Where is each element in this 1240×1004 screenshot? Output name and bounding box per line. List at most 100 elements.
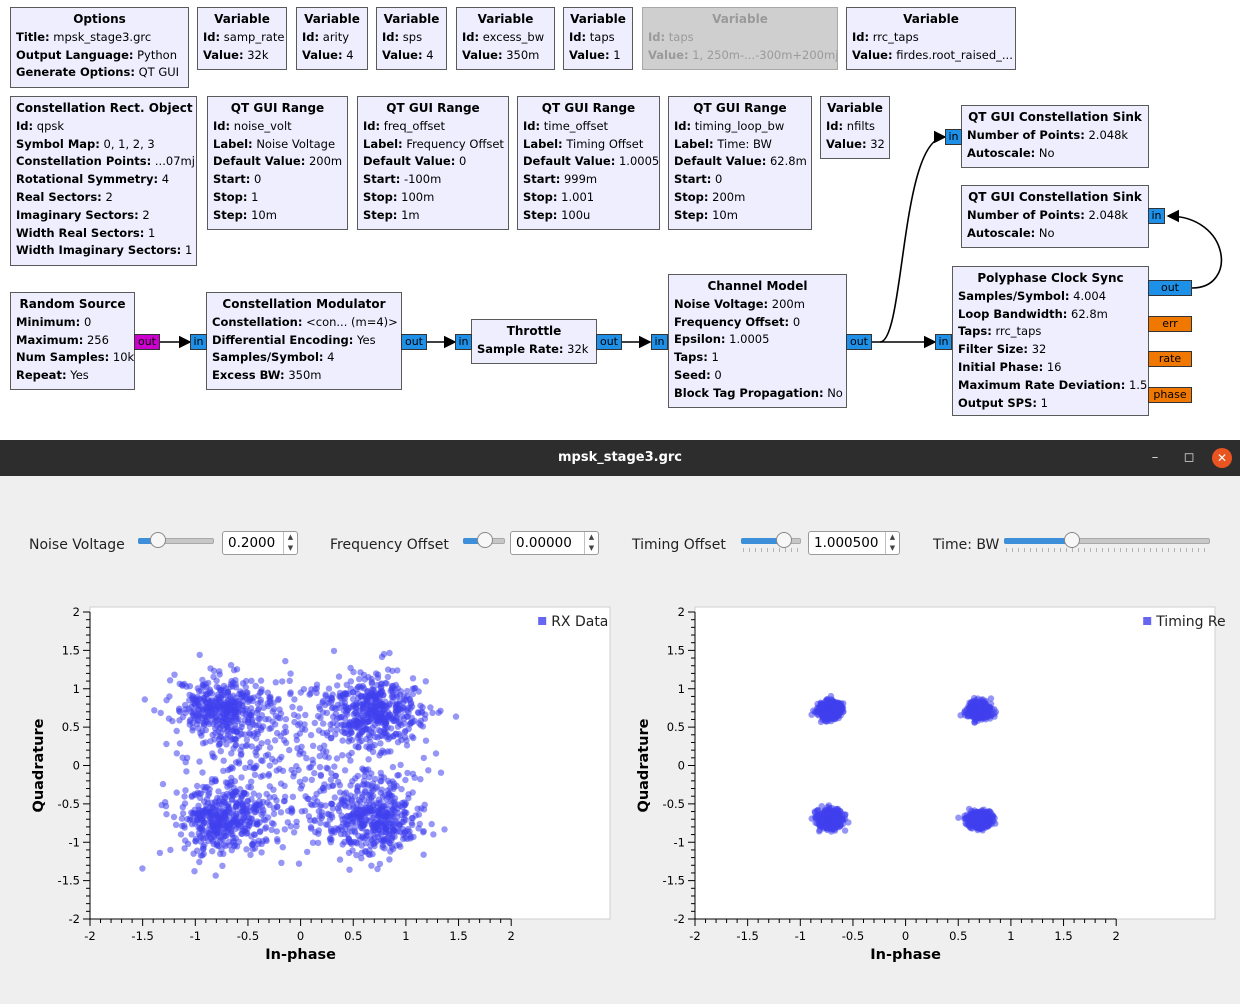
block-param: Step: 100u bbox=[523, 207, 654, 225]
scatter-point bbox=[428, 820, 435, 828]
block-title: Throttle bbox=[506, 324, 562, 338]
scatter-point bbox=[388, 844, 395, 851]
channel-in-port[interactable]: in bbox=[651, 334, 668, 350]
x-tick-label: -2 bbox=[689, 929, 700, 943]
clocksync-phase-port[interactable]: phase bbox=[1148, 387, 1192, 403]
scatter-point bbox=[272, 712, 279, 719]
clocksync-rate-port[interactable]: rate bbox=[1148, 351, 1192, 367]
qt-gui-range-freq-block[interactable]: QT GUI Range Id: freq_offset Label: Freque… bbox=[357, 96, 509, 230]
param-value: timing_loop_bw bbox=[694, 118, 785, 133]
scatter-point bbox=[296, 730, 304, 737]
scatter-point bbox=[394, 772, 401, 779]
param-key: Stop: bbox=[213, 189, 248, 204]
scatter-point bbox=[243, 846, 250, 853]
block-param: Id: timing_loop_bw bbox=[674, 118, 806, 136]
minimize-icon[interactable]: – bbox=[1151, 450, 1159, 465]
random-source-out-port[interactable]: out bbox=[134, 334, 160, 350]
window-titlebar[interactable]: mpsk_stage3.grc – ◻ ✕ bbox=[0, 440, 1240, 476]
scatter-point bbox=[220, 757, 227, 764]
channel-model-block[interactable]: Channel Model Noise Voltage: 200m Frequenc… bbox=[668, 274, 847, 408]
scatter-point bbox=[829, 698, 836, 705]
qt-gui-range-noise-block[interactable]: QT GUI Range Id: noise_volt Label: Noise V… bbox=[207, 96, 348, 230]
scatter-point bbox=[287, 689, 294, 696]
variable-excess-bw-block[interactable]: Variable Id: excess_bw Value: 350m bbox=[456, 7, 555, 70]
time-bw-slider[interactable] bbox=[1004, 530, 1210, 552]
frequency-offset-spinbox[interactable]: 0.00000 ▲ ▼ bbox=[510, 531, 599, 555]
variable-taps-disabled-block[interactable]: Variable Id: taps Value: 1, 250m-...-300m+… bbox=[642, 7, 838, 70]
qt-gui-range-time-block[interactable]: QT GUI Range Id: time_offset Label: Timing… bbox=[517, 96, 660, 230]
param-value: rrc_taps bbox=[872, 29, 919, 44]
block-param: Default Value: 1.0005 bbox=[523, 153, 659, 171]
constellation-sink-1-block[interactable]: QT GUI Constellation Sink Number of Point… bbox=[961, 105, 1149, 168]
y-tick-label: -0.5 bbox=[58, 797, 80, 811]
random-source-block[interactable]: Random Source Minimum: 0 Maximum: 256 Num S… bbox=[10, 292, 135, 390]
timing-offset-spinbox[interactable]: 1.000500 ▲ ▼ bbox=[808, 531, 900, 555]
spin-arrows-icon[interactable]: ▲ ▼ bbox=[885, 532, 899, 554]
variable-nfilts-block[interactable]: Variable Id: nfilts Value: 32 bbox=[820, 96, 890, 159]
scatter-point bbox=[207, 815, 214, 822]
scatter-point bbox=[270, 805, 278, 812]
noise-voltage-spinbox[interactable]: 0.2000 ▲ ▼ bbox=[222, 531, 298, 555]
rx-data-plot[interactable]: -2 -1.5 -1 -0.5 0 0.5 1 1.5 2 2 1.5 1 0.5 0 -0.5 -1 -1.5… bbox=[20, 600, 620, 980]
scatter-point bbox=[394, 828, 401, 835]
scatter-point bbox=[987, 695, 995, 702]
modulator-in-port[interactable]: in bbox=[190, 334, 207, 350]
spin-arrows-icon[interactable]: ▲ ▼ bbox=[283, 532, 297, 554]
param-value: 4 bbox=[327, 350, 335, 365]
channel-out-port[interactable]: out bbox=[846, 334, 872, 350]
spin-arrows-icon[interactable]: ▲ ▼ bbox=[584, 532, 598, 554]
scatter-point bbox=[195, 702, 202, 709]
modulator-out-port[interactable]: out bbox=[401, 334, 427, 350]
variable-taps-block[interactable]: Variable Id: taps Value: 1 bbox=[563, 7, 633, 70]
scatter-point bbox=[304, 848, 311, 856]
scatter-point bbox=[394, 667, 401, 674]
scatter-point bbox=[279, 678, 286, 685]
clocksync-err-port[interactable]: err bbox=[1148, 316, 1192, 332]
scatter-point bbox=[419, 704, 426, 711]
block-param: Output SPS: 1 bbox=[958, 395, 1143, 413]
close-icon[interactable]: ✕ bbox=[1212, 448, 1232, 468]
param-value: 2 bbox=[142, 207, 150, 222]
param-key: Id: bbox=[363, 118, 381, 133]
scatter-point bbox=[352, 823, 359, 831]
clocksync-out-port[interactable]: out bbox=[1148, 280, 1192, 296]
scatter-point bbox=[247, 818, 254, 826]
scatter-point bbox=[409, 815, 416, 822]
qt-gui-range-loop-block[interactable]: QT GUI Range Id: timing_loop_bw Label: Tim… bbox=[668, 96, 812, 230]
options-block[interactable]: Options Title: mpsk_stage3.grc Output Lang… bbox=[10, 7, 189, 88]
scatter-point bbox=[379, 747, 386, 754]
flowgraph-canvas[interactable]: Options Title: mpsk_stage3.grc Output Lang… bbox=[0, 0, 1240, 440]
param-value: arity bbox=[322, 29, 350, 44]
frequency-offset-slider[interactable] bbox=[463, 530, 505, 550]
throttle-in-port[interactable]: in bbox=[455, 334, 472, 350]
scatter-point bbox=[840, 708, 847, 715]
constellation-sink-2-block[interactable]: QT GUI Constellation Sink Number of Point… bbox=[961, 185, 1149, 248]
variable-arity-block[interactable]: Variable Id: arity Value: 4 bbox=[296, 7, 368, 70]
scatter-point bbox=[305, 813, 313, 820]
scatter-point bbox=[264, 751, 272, 758]
param-key: Default Value: bbox=[213, 154, 306, 169]
scatter-point bbox=[392, 818, 399, 825]
timing-offset-slider[interactable] bbox=[741, 530, 801, 552]
sink2-in-port[interactable]: in bbox=[1148, 208, 1165, 224]
throttle-block[interactable]: Throttle Sample Rate: 32k bbox=[471, 319, 597, 364]
scatter-point bbox=[258, 740, 265, 747]
timing-recov-plot[interactable]: -2 -1.5 -1 -0.5 0 0.5 1 1.5 2 2 1.5 1 0.5 0 -0.5 -1 -1.5… bbox=[625, 600, 1240, 980]
variable-rrc-taps-block[interactable]: Variable Id: rrc_taps Value: firdes.root_r… bbox=[846, 7, 1016, 70]
noise-voltage-slider[interactable] bbox=[138, 530, 214, 550]
sink1-in-port[interactable]: in bbox=[945, 129, 962, 145]
scatter-point bbox=[291, 696, 298, 703]
polyphase-clock-sync-block[interactable]: Polyphase Clock Sync Samples/Symbol: 4.00… bbox=[952, 266, 1149, 416]
constellation-rect-object-block[interactable]: Constellation Rect. Object Id: qpsk Symbol… bbox=[10, 96, 197, 266]
block-param: Maximum: 256 bbox=[16, 332, 129, 350]
constellation-modulator-block[interactable]: Constellation Modulator Constellation: <c… bbox=[206, 292, 402, 390]
x-tick-label: 0 bbox=[902, 929, 909, 943]
scatter-point bbox=[179, 804, 186, 811]
scatter-point bbox=[817, 705, 825, 712]
scatter-point bbox=[825, 705, 832, 712]
variable-samp-rate-block[interactable]: Variable Id: samp_rate Value: 32k bbox=[197, 7, 287, 70]
maximize-icon[interactable]: ◻ bbox=[1183, 450, 1195, 465]
throttle-out-port[interactable]: out bbox=[596, 334, 622, 350]
clocksync-in-port[interactable]: in bbox=[935, 334, 952, 350]
variable-sps-block[interactable]: Variable Id: sps Value: 4 bbox=[376, 7, 447, 70]
